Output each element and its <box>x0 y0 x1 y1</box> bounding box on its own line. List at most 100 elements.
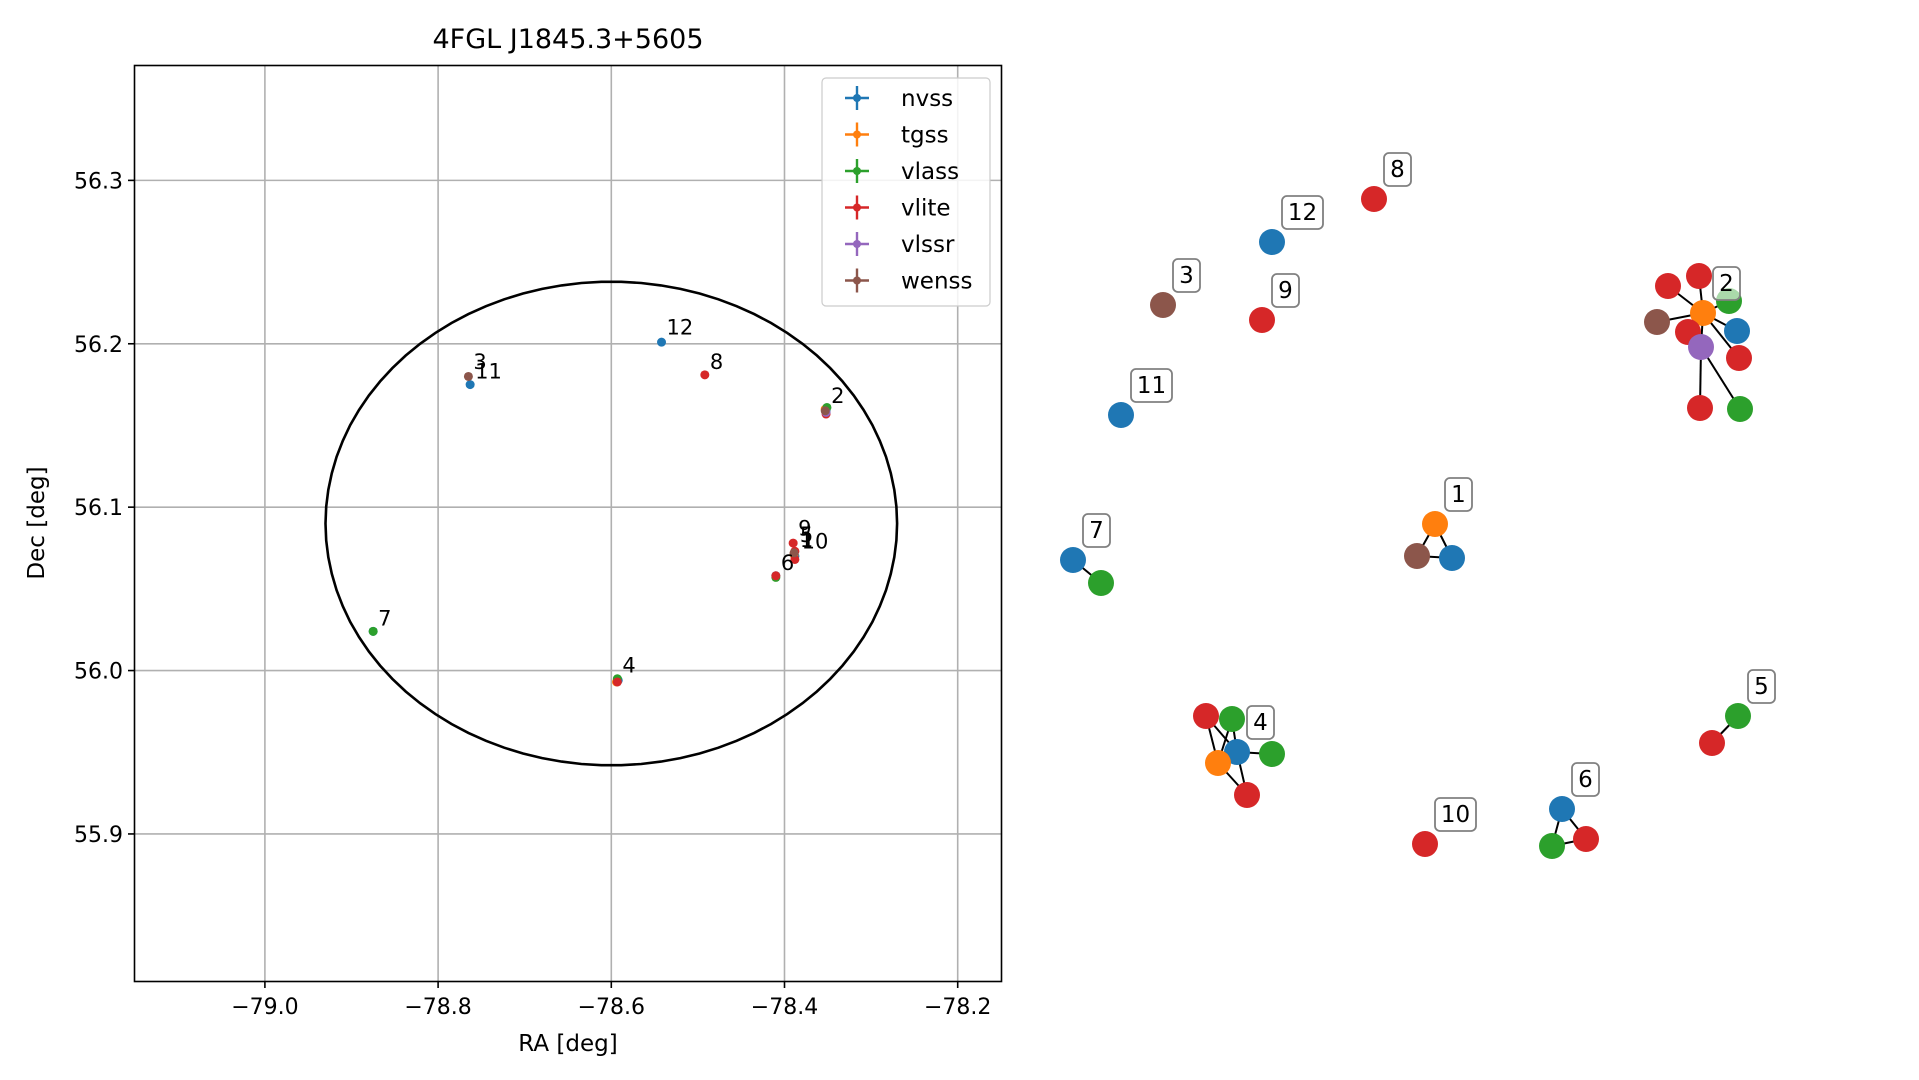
legend-label: nvss <box>901 86 953 112</box>
network-node-wenss <box>1404 543 1430 569</box>
chart-title: 4FGL J1845.3+5605 <box>432 24 703 55</box>
network-node-tgss <box>1422 511 1448 537</box>
point-label: 1 <box>800 528 813 552</box>
x-tick-label: −78.8 <box>404 995 471 1020</box>
x-axis-ticks: −79.0 −78.8 −78.6 −78.4 −78.2 <box>231 981 991 1020</box>
point-label: 6 <box>781 551 794 575</box>
network-node-label: 5 <box>1754 674 1769 700</box>
network-node-tgss <box>1690 300 1716 326</box>
legend-marker-dot <box>853 276 861 285</box>
network-node-label: 11 <box>1137 373 1166 399</box>
network-node-vlssr <box>1688 334 1714 360</box>
network-label-box <box>1434 797 1477 832</box>
legend-marker-dot <box>853 203 861 212</box>
network-node-nvss <box>1724 318 1750 344</box>
network-label-box <box>1271 273 1300 308</box>
y-tick-label: 56.2 <box>74 333 123 358</box>
network-node-vlass <box>1219 706 1245 732</box>
network-node-label: 3 <box>1179 263 1194 289</box>
network-node-vlite <box>1361 186 1387 212</box>
network-node-wenss <box>1150 292 1176 318</box>
legend-label: vlite <box>901 196 951 222</box>
network-node-vlite <box>1412 831 1438 857</box>
network-node-label: 4 <box>1253 710 1268 736</box>
network-node-vlite <box>1699 730 1725 756</box>
network-label-box <box>1383 152 1412 187</box>
x-tick-label: −78.2 <box>924 995 991 1020</box>
legend-marker-dot <box>853 167 861 175</box>
ellipse-outline <box>324 280 899 767</box>
network-node-label: 12 <box>1288 200 1317 226</box>
network-node-vlass <box>1539 833 1565 859</box>
point-label: 10 <box>802 530 829 554</box>
point-label: 12 <box>667 316 694 340</box>
point-vlite <box>612 677 622 687</box>
network-node-nvss <box>1259 229 1285 255</box>
x-tick-label: −79.0 <box>231 995 298 1020</box>
legend-label: tgss <box>901 123 949 149</box>
point-nvss <box>657 337 667 347</box>
network-node-vlass <box>1088 570 1114 596</box>
network-label-box <box>1082 513 1111 548</box>
point-label: 7 <box>378 606 391 630</box>
network-node-vlite <box>1655 273 1681 299</box>
x-tick-label: −78.6 <box>578 995 645 1020</box>
network-label-box <box>1281 195 1324 230</box>
point-vlass <box>368 626 378 636</box>
point-label: 9 <box>798 516 811 540</box>
point-wenss <box>463 371 473 381</box>
x-tick-label: −78.4 <box>751 995 818 1020</box>
network-node-vlite <box>1726 345 1752 371</box>
network-node-label: 6 <box>1578 767 1593 793</box>
point-vlite <box>788 538 798 548</box>
network-node-label: 2 <box>1719 271 1734 297</box>
point-label: 3 <box>473 350 486 374</box>
network-node-vlite <box>1686 263 1712 289</box>
network-label-box <box>1172 258 1201 293</box>
network-label-box <box>1712 266 1741 301</box>
network-node-nvss <box>1060 547 1086 573</box>
network-label-box <box>1130 368 1173 403</box>
network-node-vlite <box>1249 307 1275 333</box>
point-label: 8 <box>710 350 723 374</box>
network-node-tgss <box>1205 750 1231 776</box>
legend-marker-dot <box>853 94 861 102</box>
network-label-box <box>1444 477 1473 512</box>
network-node-nvss <box>1439 545 1465 571</box>
network-label-box <box>1747 669 1776 704</box>
network-label-box <box>1571 762 1600 797</box>
y-tick-label: 56.3 <box>74 169 123 194</box>
network-node-nvss <box>1224 739 1250 765</box>
point-vlite <box>771 571 781 581</box>
network-node-vlite <box>1234 782 1260 808</box>
network-node-label: 9 <box>1278 278 1293 304</box>
point-label: 4 <box>622 654 635 678</box>
legend: nvss tgss vlass vlite vlssr wenss <box>821 77 991 307</box>
point-wenss <box>820 406 830 416</box>
network-node-vlite <box>1573 826 1599 852</box>
legend-marker-dot <box>853 240 861 248</box>
legend-label: vlass <box>901 159 959 185</box>
network-nodes <box>1060 186 1753 859</box>
point-label: 11 <box>475 360 502 384</box>
network-node-label: 7 <box>1089 518 1104 544</box>
x-axis-label: RA [deg] <box>518 1031 617 1057</box>
network-node-nvss <box>1549 796 1575 822</box>
network-label-box <box>1246 705 1275 740</box>
point-vlite <box>790 554 800 564</box>
network-node-vlass <box>1725 703 1751 729</box>
legend-label: vlssr <box>901 232 955 258</box>
point-nvss <box>465 380 475 390</box>
y-tick-label: 55.9 <box>74 823 123 848</box>
y-tick-label: 56.0 <box>74 660 123 685</box>
legend-marker-dot <box>853 130 861 139</box>
network-node-label: 10 <box>1441 802 1470 828</box>
legend-label: wenss <box>901 269 973 295</box>
network-node-vlass <box>1259 741 1285 767</box>
point-wenss <box>789 548 799 558</box>
network-node-label: 1 <box>1451 482 1466 508</box>
